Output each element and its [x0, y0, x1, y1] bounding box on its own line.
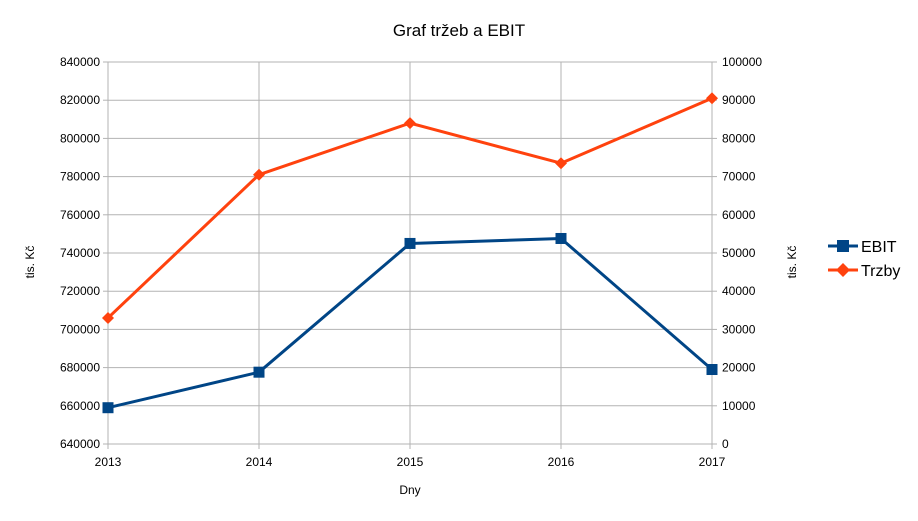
data-point-ebit: [706, 364, 718, 376]
right-y-tick-label: 100000: [722, 55, 762, 69]
right-y-tick-label: 60000: [722, 208, 756, 222]
data-point-trzby: [253, 168, 265, 181]
data-point-ebit: [555, 232, 567, 244]
left-y-tick-label: 800000: [60, 131, 100, 145]
grid: [107, 61, 713, 445]
data-point-trzby: [555, 157, 567, 170]
right-y-tick-label: 40000: [722, 284, 756, 298]
legend-item-ebit: EBIT: [828, 239, 897, 256]
legend-label-ebit: EBIT: [861, 239, 897, 256]
tick-labels: 640000 0 660000 10000 680000 20000 700000 30000…: [60, 55, 762, 469]
right-y-axis-title: tis. Kč: [785, 246, 799, 279]
legend-item-trzby: Trzby: [828, 263, 900, 280]
x-tick-label: 2015: [397, 455, 424, 469]
data-point-trzby: [404, 117, 416, 130]
left-y-tick-label: 640000: [60, 437, 100, 451]
left-y-tick-label: 700000: [60, 322, 100, 336]
right-y-tick-label: 80000: [722, 131, 756, 145]
legend: EBIT Trzby: [828, 239, 900, 280]
series: [102, 92, 718, 414]
data-point-trzby: [102, 311, 114, 324]
x-tick-label: 2016: [548, 455, 575, 469]
left-y-tick-label: 780000: [60, 170, 100, 184]
left-y-tick-label: 820000: [60, 93, 100, 107]
x-tick-label: 2014: [246, 455, 273, 469]
right-y-tick-label: 50000: [722, 246, 756, 260]
x-axis-title: Dny: [399, 483, 420, 497]
legend-label-trzby: Trzby: [861, 263, 900, 280]
left-y-tick-label: 840000: [60, 55, 100, 69]
right-y-tick-label: 20000: [722, 361, 756, 375]
left-y-tick-label: 760000: [60, 208, 100, 222]
data-point-ebit: [253, 366, 265, 378]
x-tick-label: 2013: [95, 455, 122, 469]
legend-marker-trzby: [836, 263, 850, 277]
data-point-trzby: [706, 92, 718, 105]
left-y-tick-label: 740000: [60, 246, 100, 260]
left-y-tick-label: 720000: [60, 284, 100, 298]
right-y-tick-label: 10000: [722, 399, 756, 413]
legend-marker-ebit: [837, 240, 849, 252]
data-point-ebit: [404, 237, 416, 249]
left-y-axis-title: tis. Kč: [23, 246, 37, 279]
right-y-tick-label: 30000: [722, 322, 756, 336]
left-y-tick-label: 660000: [60, 399, 100, 413]
right-y-tick-label: 90000: [722, 93, 756, 107]
right-y-tick-label: 70000: [722, 170, 756, 184]
data-point-ebit: [102, 402, 114, 414]
chart-title: Graf tržeb a EBIT: [393, 21, 525, 40]
right-y-tick-label: 0: [722, 437, 729, 451]
left-y-tick-label: 680000: [60, 361, 100, 375]
x-tick-label: 2017: [699, 455, 726, 469]
